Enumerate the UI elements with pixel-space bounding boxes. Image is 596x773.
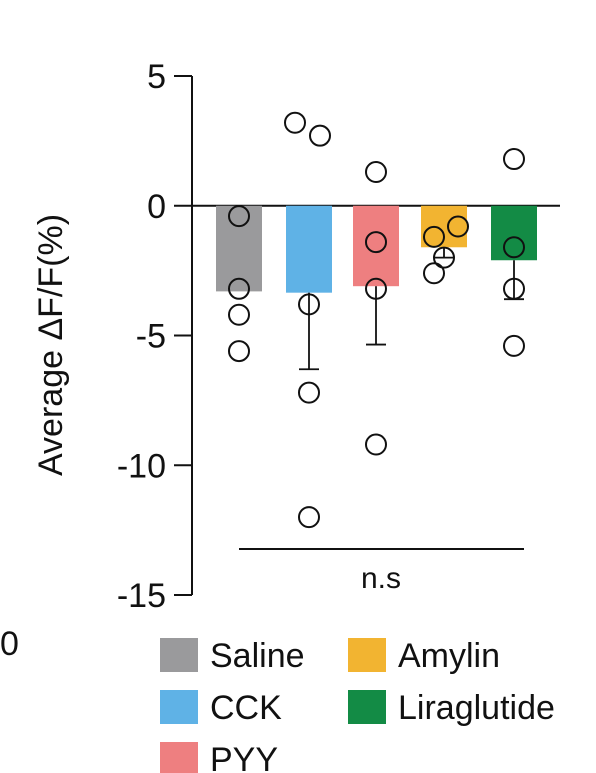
y-tick-label: 5 [147,58,166,96]
data-point [228,303,250,326]
legend-label: Amylin [398,637,500,675]
legend: Saline Amylin CCK Liraglutide PYY [160,637,555,773]
bar-pyy [353,205,399,287]
y-tick-label: 0 [147,188,166,226]
bar-cck [286,205,332,293]
legend-label: Saline [210,637,305,675]
legend-label: CCK [210,689,282,727]
data-point [433,246,455,269]
legend-label: Liraglutide [398,689,555,727]
bars [216,205,537,371]
legend-swatch [348,638,386,672]
data-point [423,262,445,285]
data-point [503,148,525,171]
y-tick-label: -10 [117,447,166,485]
legend-swatch [160,690,198,724]
y-tick-label: -15 [117,577,166,615]
data-point [365,277,387,300]
data-point [309,124,331,147]
data-point [365,231,387,254]
data-point [447,215,469,238]
bar-liraglutide [491,205,537,261]
data-point [284,111,306,134]
y-axis-label: Average ΔF/F(%) [32,214,70,476]
y-axis: 5 0 -5 -10 -15 [117,58,560,615]
data-point [298,293,320,316]
data-point [365,161,387,184]
data-point [503,277,525,300]
legend-swatch [160,638,198,672]
significance-label: n.s [361,562,401,595]
legend-label: PYY [210,741,278,773]
data-point [423,225,445,248]
data-point [228,205,250,228]
data-point [228,340,250,363]
data-points [228,111,525,529]
data-point [298,506,320,529]
data-point [503,236,525,259]
bar-saline [216,205,262,292]
legend-swatch [348,690,386,724]
y-tick-label: -5 [136,318,166,356]
stray-label: 0 [0,625,19,663]
legend-swatch [160,742,198,773]
data-point [228,277,250,300]
data-point [365,433,387,456]
data-point [298,381,320,404]
data-point [503,334,525,357]
